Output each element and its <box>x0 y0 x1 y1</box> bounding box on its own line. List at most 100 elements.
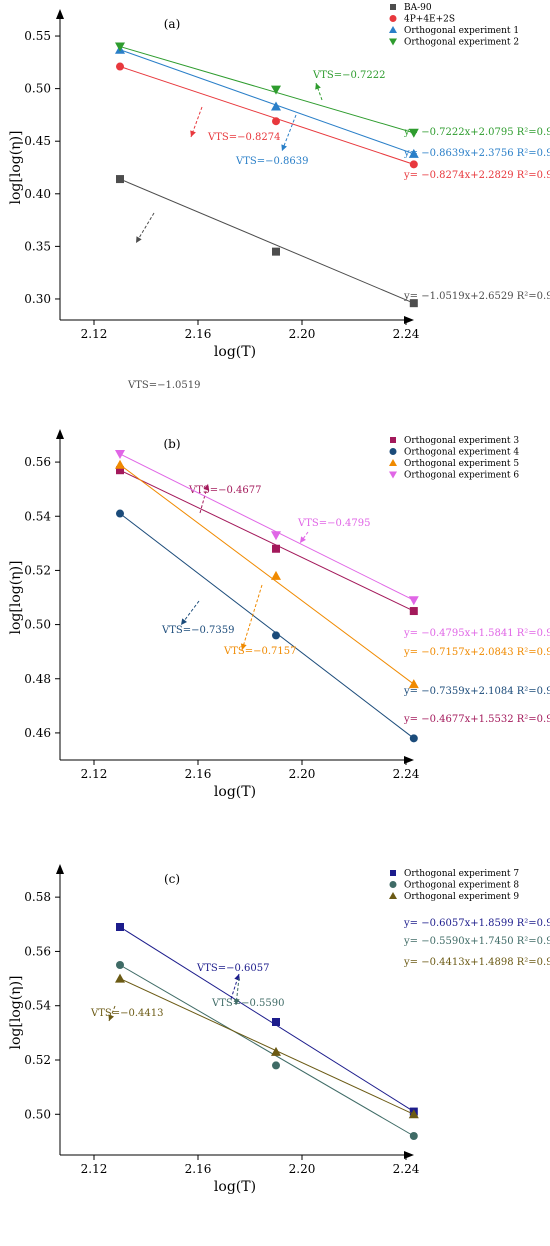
y-tick-label: 0.54 <box>24 509 51 523</box>
vts-arrowhead <box>315 83 321 90</box>
data-point-square <box>272 1018 280 1026</box>
x-tick-label: 2.16 <box>185 1162 212 1176</box>
legend-marker <box>389 38 397 46</box>
data-point-triangle-down <box>115 449 125 459</box>
vts-label: VTS=−0.4795 <box>297 518 371 529</box>
y-tick-label: 0.50 <box>24 1107 51 1121</box>
vts-label: VTS=−0.8639 <box>235 156 309 167</box>
legend-label: Orthogonal experiment 1 <box>404 26 519 36</box>
chart-panel-1: 2.12 2.16 2.20 2.24 0.30 0.35 0.40 0.45 0.50 0.55… <box>8 3 550 391</box>
legend-item: Orthogonal experiment 8 <box>389 881 519 891</box>
fit-line <box>119 469 415 612</box>
x-axis-title: log(T) <box>214 1179 256 1195</box>
y-tick-label: 0.54 <box>24 999 51 1013</box>
x-tick-label: 2.16 <box>185 327 212 341</box>
equation-label: y= −0.8274x+2.2829 R²=0.998 <box>403 170 550 181</box>
series-1: y= −1.0519x+2.6529 R²=0.996 VTS=−1.0519 <box>116 175 550 391</box>
vts-label: VTS=−0.4413 <box>90 1008 164 1019</box>
vts-label: VTS=−0.7222 <box>312 70 386 81</box>
y-tick-label: 0.40 <box>24 187 51 201</box>
equation-label: y= −0.4795x+1.5841 R²=0.999 <box>403 628 550 639</box>
chart-panel-2: 2.12 2.16 2.20 2.24 0.46 0.48 0.50 0.52 0.54 0.56… <box>8 429 550 800</box>
data-point-square <box>409 607 418 616</box>
fit-line <box>119 926 415 1112</box>
vts-label: VTS=−0.8274 <box>207 132 281 143</box>
data-point-triangle-up <box>271 570 281 580</box>
panel-label: (b) <box>163 437 180 451</box>
series-1: y= −0.4677x+1.5532 R²=0.998 VTS=−0.4677 <box>116 466 550 725</box>
vts-arrowhead <box>108 1014 115 1021</box>
y-tick-label: 0.48 <box>24 672 51 686</box>
vts-arrowhead <box>203 484 210 491</box>
data-point-triangle-down <box>408 128 419 138</box>
x-tick-label: 2.12 <box>81 767 108 781</box>
chart-panel-3: 2.12 2.16 2.20 2.24 0.50 0.52 0.54 0.56 0.58 log(… <box>8 864 550 1195</box>
data-point-circle <box>409 734 418 743</box>
x-tick-label: 2.24 <box>393 327 420 341</box>
legend-marker <box>390 870 396 876</box>
fit-line <box>119 513 415 739</box>
data-point-circle <box>409 160 418 169</box>
y-tick-label: 0.30 <box>24 292 51 306</box>
data-point-triangle-down <box>271 85 281 95</box>
x-tick-label: 2.20 <box>289 767 316 781</box>
y-tick-label: 0.50 <box>24 82 51 96</box>
y-tick-label: 0.45 <box>24 134 51 148</box>
legend-item: Orthogonal experiment 9 <box>389 892 519 902</box>
legend-label: BA-90 <box>404 3 432 13</box>
series-1: y= −0.6057x+1.8599 R²=0.999 VTS=−0.6057 <box>116 918 550 1116</box>
data-point-triangle-down <box>115 42 125 52</box>
legend-marker <box>389 26 397 33</box>
data-point-triangle-up <box>408 1109 419 1119</box>
series-3: y= −0.7157x+2.0843 R²=0.998 VTS=−0.7157 <box>115 459 550 689</box>
data-point-circle <box>272 631 280 640</box>
data-point-circle <box>116 961 124 969</box>
data-point-square <box>272 544 280 553</box>
legend-item: BA-90 <box>390 3 432 13</box>
vts-arrowhead <box>181 618 187 625</box>
series-3: y= −0.4413x+1.4898 R²=0.999 VTS=−0.4413 <box>90 957 550 1119</box>
vts-arrowhead <box>136 236 142 243</box>
vts-label: VTS=−0.6057 <box>196 963 270 974</box>
x-axis-title: log(T) <box>214 344 256 360</box>
y-tick-label: 0.35 <box>24 239 51 253</box>
vts-label: VTS=−0.7157 <box>223 646 297 657</box>
vts-arrowhead <box>281 144 287 151</box>
y-tick-label: 0.55 <box>24 29 51 43</box>
vts-arrowhead <box>300 536 306 543</box>
vts-arrow <box>135 212 155 244</box>
data-point-triangle-down <box>408 596 419 606</box>
series-4: y= −0.4795x+1.5841 R²=0.999 VTS=−0.4795 <box>115 449 550 639</box>
equation-label: y= −0.7359x+2.1084 R²=0.999 <box>403 686 550 697</box>
x-tick-label: 2.20 <box>289 1162 316 1176</box>
series-2: y= −0.8274x+2.2829 R²=0.998 VTS=−0.8274 <box>116 62 550 181</box>
series-2: y= −0.5590x+1.7450 R²=0.996 VTS=−0.5590 <box>116 936 550 1140</box>
vts-arrow <box>108 1005 116 1022</box>
fit-line <box>119 178 414 304</box>
vts-label: VTS=−0.4677 <box>188 485 262 496</box>
data-point-triangle-up <box>115 973 125 983</box>
equation-label: y= −0.5590x+1.7450 R²=0.996 <box>403 936 550 947</box>
data-point-triangle-up <box>271 1046 281 1056</box>
y-axis-title: log[log(η)] <box>8 976 24 1050</box>
legend-label: Orthogonal experiment 4 <box>404 448 519 458</box>
y-axis-title: log[log(η)] <box>8 561 24 635</box>
legend-label: Orthogonal experiment 6 <box>404 471 519 481</box>
legend-label: 4P+4E+2S <box>404 15 455 25</box>
y-tick-label: 0.50 <box>24 618 51 632</box>
data-point-square <box>116 175 124 184</box>
data-point-square <box>116 923 124 931</box>
data-point-triangle-up <box>115 459 125 469</box>
equation-label: y= −0.7157x+2.0843 R²=0.998 <box>403 647 550 658</box>
vts-arrowhead <box>240 643 247 650</box>
data-point-square <box>116 466 124 475</box>
series-2: y= −0.7359x+2.1084 R²=0.999 VTS=−0.7359 <box>116 509 550 743</box>
legend-marker <box>389 881 397 888</box>
data-point-square <box>272 247 280 256</box>
data-point-triangle-up <box>408 148 419 158</box>
legend-item: Orthogonal experiment 4 <box>389 448 519 458</box>
legend-item: Orthogonal experiment 2 <box>389 38 519 48</box>
legend-marker <box>389 892 397 899</box>
y-tick-label: 0.46 <box>24 726 51 740</box>
series-3: y= −0.8639x+2.3756 R²=0.999 VTS=−0.8639 <box>115 44 550 167</box>
